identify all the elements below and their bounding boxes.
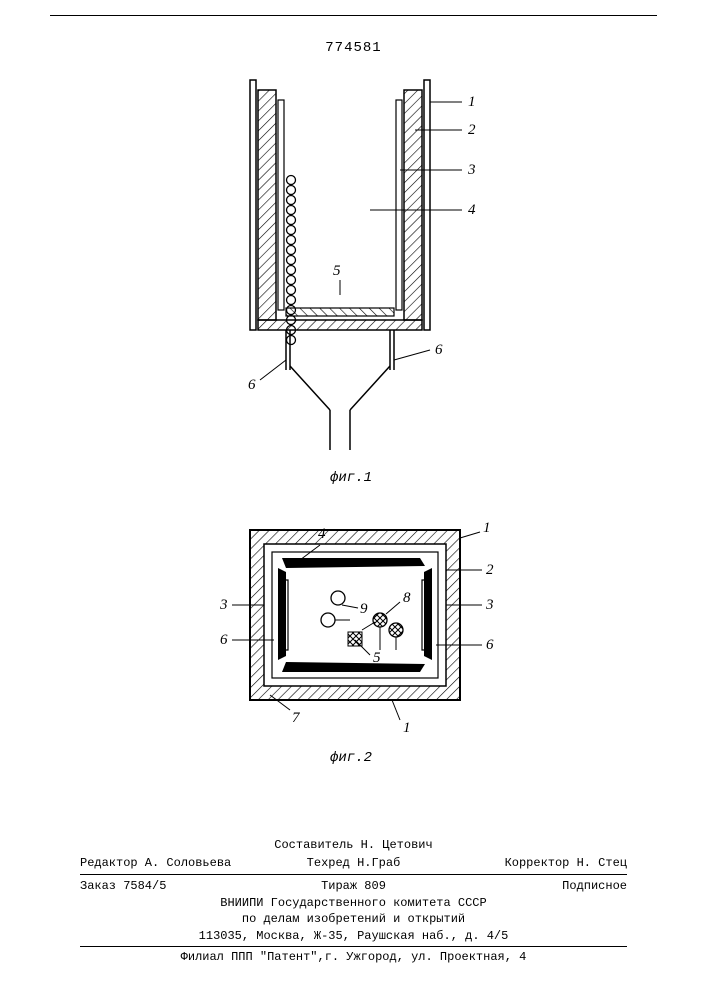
corrector: Корректор Н. Стец bbox=[445, 856, 627, 870]
callout-6r: 6 bbox=[435, 342, 443, 358]
f2-callout-3r: 3 bbox=[485, 597, 494, 613]
callout-1: 1 bbox=[468, 94, 476, 110]
address: 113035, Москва, Ж-35, Раушская наб., д. … bbox=[80, 928, 627, 944]
figures: 1 2 3 4 5 6 6 фиг.1 bbox=[0, 70, 707, 790]
f2-callout-7: 7 bbox=[292, 710, 301, 726]
tirazh: Тираж 809 bbox=[262, 879, 444, 893]
f2-callout-3l: 3 bbox=[219, 597, 228, 613]
f2-callout-6l: 6 bbox=[220, 632, 228, 648]
f2-callout-5: 5 bbox=[373, 650, 381, 666]
f2-callout-4: 4 bbox=[318, 526, 326, 542]
f2-callout-9: 9 bbox=[360, 601, 368, 617]
callout-2: 2 bbox=[468, 122, 476, 138]
f2-callout-2: 2 bbox=[486, 562, 494, 578]
techred: Техред Н.Граб bbox=[262, 856, 444, 870]
callout-3: 3 bbox=[467, 162, 476, 178]
document-number: 774581 bbox=[0, 40, 707, 56]
callout-4: 4 bbox=[468, 202, 476, 218]
callout-6l: 6 bbox=[248, 377, 256, 393]
figure-1: 1 2 3 4 5 6 6 bbox=[190, 70, 530, 490]
org-line1: ВНИИПИ Государственного комитета СССР bbox=[80, 895, 627, 911]
callout-5: 5 bbox=[333, 263, 341, 279]
top-rule bbox=[50, 15, 657, 16]
fig1-caption: фиг.1 bbox=[330, 470, 372, 486]
editor: Редактор А. Соловьева bbox=[80, 856, 262, 870]
f2-callout-6r: 6 bbox=[486, 637, 494, 653]
f2-callout-1t: 1 bbox=[483, 520, 491, 536]
figure-2: 1 2 3 6 3 6 4 7 1 5 8 9 bbox=[200, 510, 520, 780]
order: Заказ 7584/5 bbox=[80, 879, 262, 893]
org-line2: по делам изобретений и открытий bbox=[80, 911, 627, 927]
f2-callout-8: 8 bbox=[403, 590, 411, 606]
filial: Филиал ППП "Патент",г. Ужгород, ул. Прое… bbox=[80, 949, 627, 965]
fig2-caption: фиг.2 bbox=[330, 750, 372, 766]
compiler: Составитель Н. Цетович bbox=[262, 838, 444, 852]
f2-callout-1b: 1 bbox=[403, 720, 411, 736]
coil bbox=[287, 176, 296, 345]
podpisnoe: Подписное bbox=[445, 879, 627, 893]
footer-block: Составитель Н. Цетович Редактор А. Солов… bbox=[80, 836, 627, 965]
